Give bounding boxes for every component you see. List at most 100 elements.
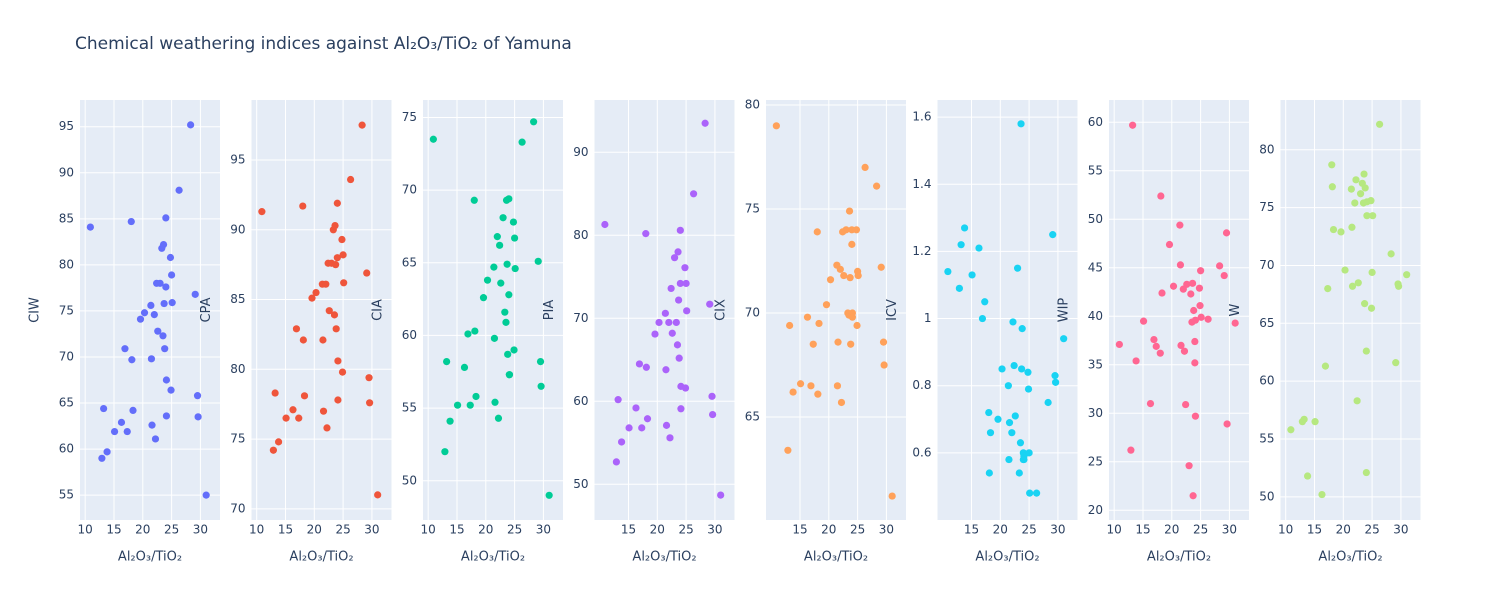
point: [701, 119, 709, 127]
point: [127, 217, 135, 226]
point: [662, 421, 671, 429]
x-axis-title: Al₂O₃/TiO₂: [804, 550, 868, 565]
x-tick-label: 30: [879, 523, 894, 537]
point: [110, 427, 119, 436]
x-axis-title: Al₂O₃/TiO₂: [118, 550, 182, 565]
x-tick-label: 30: [1222, 523, 1237, 537]
point: [1189, 492, 1197, 500]
y-axis-title: PIA: [542, 300, 557, 321]
point: [159, 332, 167, 340]
point: [300, 392, 309, 400]
point: [151, 435, 160, 443]
point: [813, 228, 821, 236]
point: [1139, 317, 1148, 325]
point: [1368, 268, 1376, 276]
point: [786, 321, 794, 330]
point: [986, 429, 995, 437]
point: [985, 469, 993, 477]
point: [483, 276, 492, 284]
y-tick-label: 70: [230, 501, 245, 515]
point: [505, 371, 514, 379]
x-tick-label: 25: [1021, 523, 1036, 537]
point: [338, 235, 346, 244]
point: [617, 438, 626, 446]
y-axis-title: W: [1228, 303, 1243, 316]
x-tick-label: 30: [1050, 523, 1065, 537]
point: [159, 241, 168, 249]
point: [1348, 282, 1357, 290]
point: [509, 218, 518, 226]
point: [1324, 284, 1332, 293]
point: [374, 491, 382, 499]
x-tick-label: 25: [850, 523, 865, 537]
y-tick-label: 1.4: [912, 177, 931, 191]
point: [1025, 449, 1033, 457]
x-axis-title: Al₂O₃/TiO₂: [1147, 550, 1211, 565]
point: [955, 284, 963, 292]
x-tick-label: 20: [1336, 523, 1351, 537]
y-tick-label: 80: [573, 228, 588, 242]
point: [292, 325, 301, 333]
point: [466, 401, 474, 409]
y-tick-label: 25: [1088, 454, 1103, 468]
y-tick-label: 1: [924, 311, 932, 325]
point: [601, 220, 609, 229]
point: [464, 330, 472, 338]
point: [888, 492, 896, 500]
x-tick-label: 15: [278, 523, 293, 537]
point: [846, 274, 854, 282]
point: [530, 118, 538, 126]
point: [545, 491, 553, 499]
point: [446, 417, 454, 425]
y-tick-label: 55: [59, 488, 74, 502]
point: [1177, 341, 1185, 350]
point: [1361, 300, 1369, 308]
point: [1185, 462, 1193, 470]
y-tick-label: 80: [745, 97, 760, 111]
point: [269, 446, 277, 454]
point: [187, 121, 195, 129]
y-axis-title: WIP: [1057, 298, 1072, 323]
point: [136, 315, 145, 323]
point: [981, 298, 989, 306]
point: [1367, 304, 1376, 312]
x-tick-label: 20: [650, 523, 665, 537]
point: [833, 382, 842, 390]
point: [1127, 446, 1135, 454]
y-axis-title: ICV: [885, 299, 900, 321]
point: [985, 408, 993, 417]
point: [975, 244, 983, 252]
plot-area: [80, 100, 220, 520]
y-tick-label: 90: [230, 222, 245, 236]
point: [1300, 415, 1308, 423]
point: [156, 279, 164, 287]
point: [299, 336, 307, 344]
point: [1216, 262, 1224, 270]
y-tick-label: 45: [1088, 260, 1103, 274]
point: [147, 301, 155, 309]
point: [1026, 489, 1034, 497]
point: [332, 325, 340, 333]
point: [503, 260, 511, 268]
y-tick-label: 75: [1259, 200, 1274, 214]
point: [632, 404, 640, 412]
point: [998, 365, 1006, 373]
point: [642, 363, 650, 371]
point: [167, 386, 175, 394]
point: [1367, 197, 1375, 205]
x-tick-label: 15: [1135, 523, 1150, 537]
point: [191, 290, 199, 298]
point: [717, 491, 725, 499]
x-tick-label: 25: [164, 523, 179, 537]
y-tick-label: 40: [1088, 309, 1103, 323]
x-tick-label: 10: [78, 523, 93, 537]
y-tick-label: 50: [1088, 212, 1103, 226]
point: [643, 415, 652, 423]
point: [1165, 240, 1174, 249]
point: [837, 398, 846, 407]
point: [796, 380, 805, 388]
point: [1375, 120, 1384, 128]
point: [1353, 397, 1361, 405]
point: [346, 175, 355, 184]
point: [670, 254, 679, 262]
